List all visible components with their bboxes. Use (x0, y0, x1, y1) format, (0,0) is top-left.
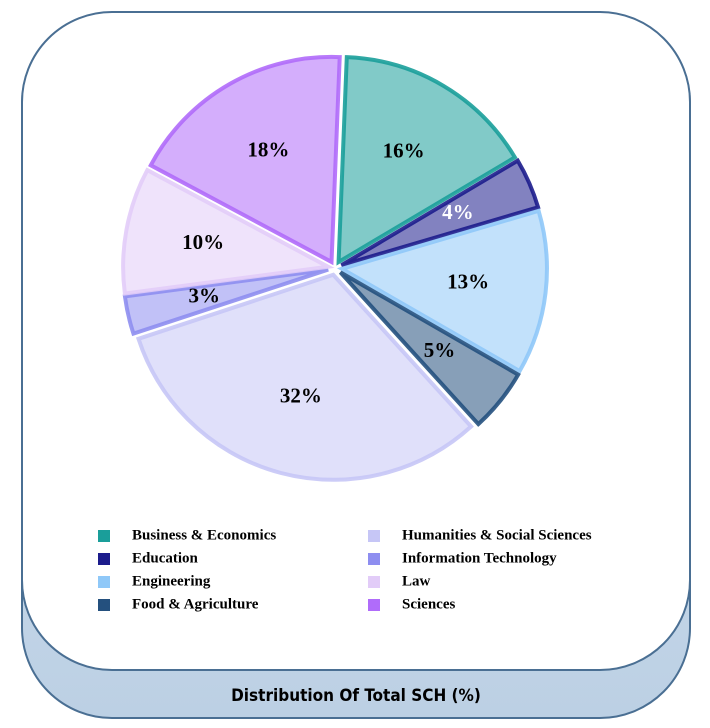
pie-slice (135, 272, 474, 482)
chart-title: Distribution Of Total SCH (%) (231, 686, 481, 706)
pie-slice (336, 208, 549, 374)
pie-slice (340, 157, 541, 268)
legend-swatch (98, 553, 110, 565)
pie-slice (336, 55, 518, 266)
pie-slice (122, 267, 329, 337)
data-label: 10% (182, 230, 224, 254)
pie-slice (121, 167, 335, 296)
legend-label: Humanities & Social Sciences (402, 527, 592, 543)
data-label: 13% (447, 270, 489, 294)
data-label: 18% (247, 137, 289, 161)
legend-label: Business & Economics (132, 527, 276, 543)
legend-label: Law (402, 573, 431, 589)
legend-swatch (368, 530, 380, 542)
legend-label: Food & Agriculture (132, 596, 259, 612)
data-label: 16% (383, 139, 425, 163)
legend-swatch (368, 553, 380, 565)
legend-label: Information Technology (402, 550, 557, 566)
legend-swatch (98, 576, 110, 588)
legend-swatch (368, 599, 380, 611)
legend-swatch (368, 576, 380, 588)
data-label: 3% (189, 284, 221, 308)
data-label: 5% (424, 338, 456, 362)
data-label: 32% (280, 383, 322, 407)
legend-swatch (98, 599, 110, 611)
legend-label: Engineering (132, 573, 211, 589)
data-label: 4% (442, 200, 474, 224)
pie-slice (338, 270, 521, 427)
legend-label: Education (132, 550, 199, 566)
pie-slice (148, 54, 342, 266)
legend-swatch (98, 530, 110, 542)
legend-label: Sciences (402, 596, 455, 612)
